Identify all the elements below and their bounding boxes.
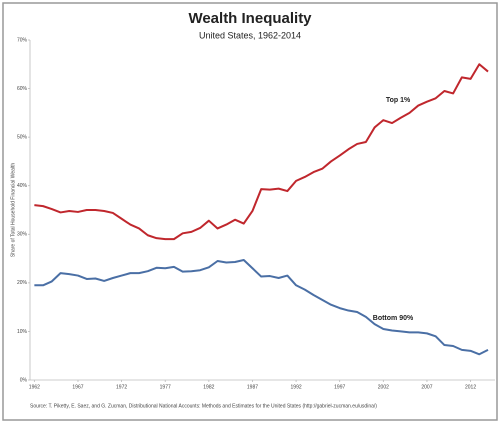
x-tick-label: 1992 [291, 384, 302, 390]
data-line [34, 63, 489, 241]
chart-subtitle: United States, 1962-2014 [199, 30, 301, 40]
y-tick-label: 60% [17, 86, 28, 92]
x-tick-label: 1982 [203, 384, 214, 390]
x-tick-label: 2007 [421, 384, 432, 390]
y-axis-label: Share of Total Household Financial Wealt… [10, 163, 16, 258]
x-tick-label: 2002 [378, 384, 389, 390]
series-label: Top 1% [386, 97, 411, 104]
x-tick-label: 1967 [72, 384, 83, 390]
x-tick-label: 1997 [334, 384, 345, 390]
x-tick-label: 2012 [465, 384, 476, 390]
y-tick-label: 10% [17, 329, 28, 335]
y-tick-label: 70% [17, 37, 28, 43]
series-label: Bottom 90% [373, 315, 414, 322]
source-note: Source: T. Piketty, E. Saez, and G. Zucm… [30, 403, 377, 409]
y-tick-label: 50% [17, 134, 28, 140]
chart-title: Wealth Inequality [188, 10, 312, 27]
y-tick-label: 20% [17, 280, 28, 286]
x-tick-label: 1987 [247, 384, 258, 390]
x-tick-label: 1977 [160, 384, 171, 390]
y-tick-label: 0% [20, 377, 28, 383]
x-tick-label: 1962 [29, 384, 40, 390]
data-line [34, 259, 489, 356]
x-tick-label: 1972 [116, 384, 127, 390]
y-tick-label: 30% [17, 232, 28, 238]
y-tick-label: 40% [17, 183, 28, 189]
